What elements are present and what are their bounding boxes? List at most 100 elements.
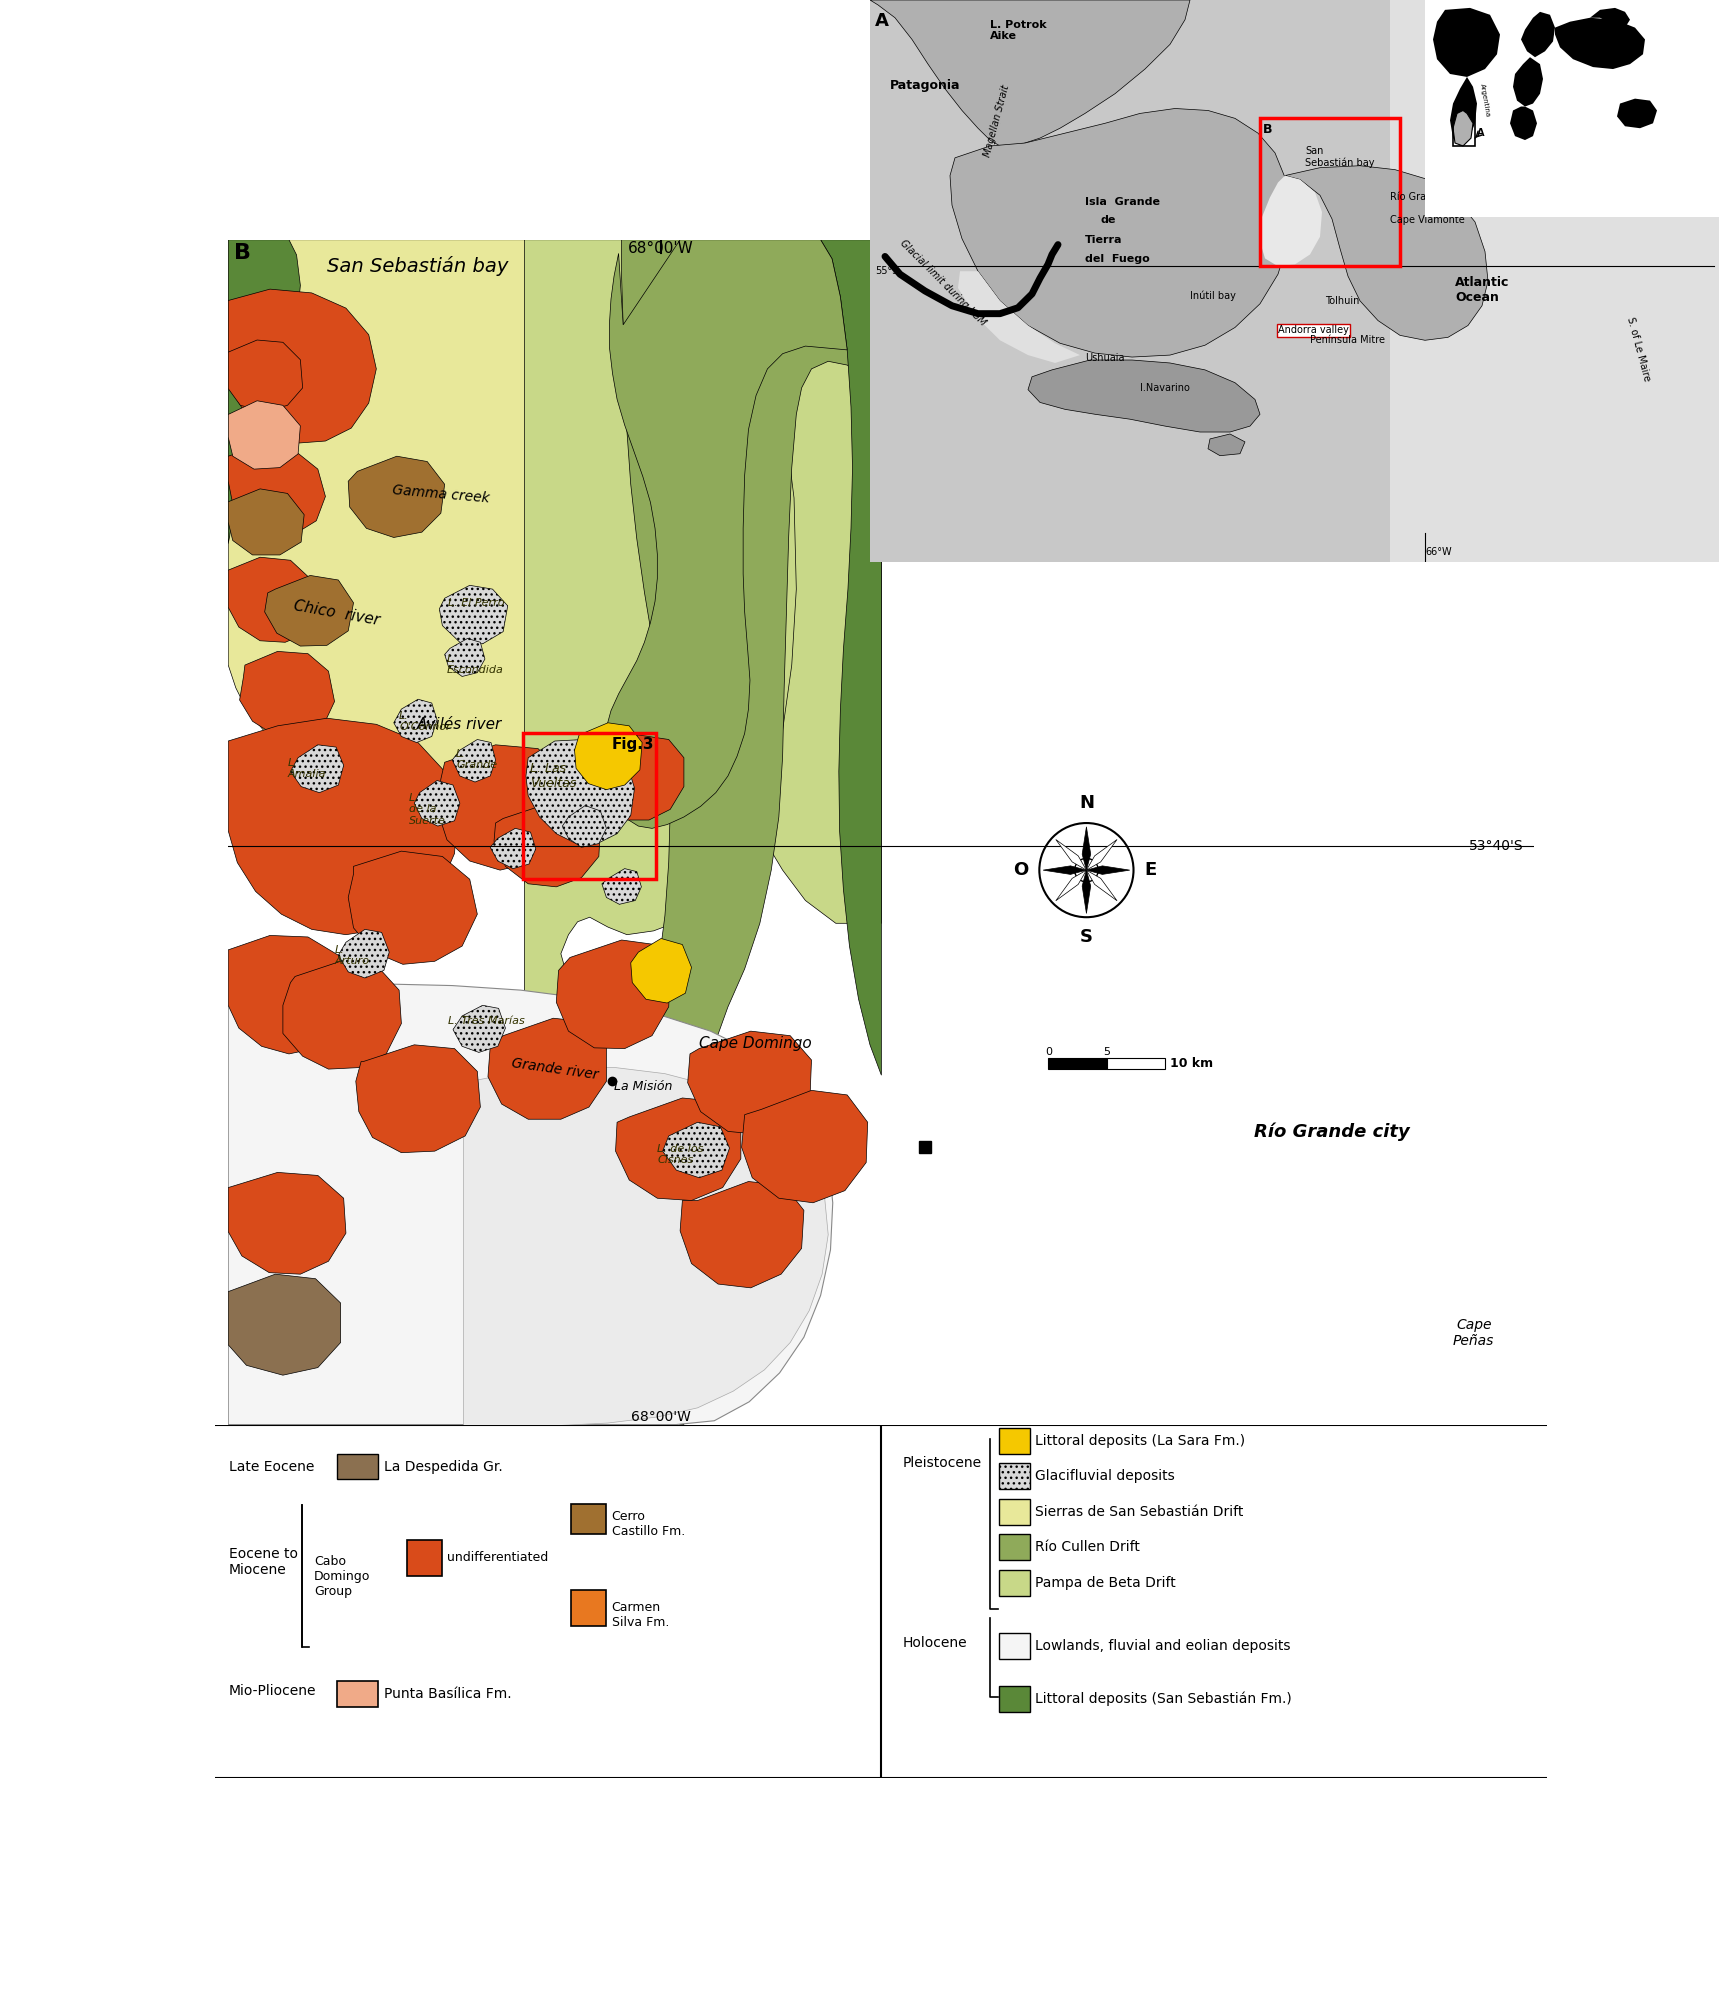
Polygon shape bbox=[464, 1067, 829, 1427]
Bar bbox=[1260, 118, 1399, 266]
Polygon shape bbox=[631, 939, 691, 1003]
Bar bbox=[999, 1429, 1030, 1455]
Polygon shape bbox=[1055, 871, 1086, 901]
Polygon shape bbox=[229, 240, 301, 543]
Polygon shape bbox=[1556, 18, 1645, 70]
Text: Carmen
Silva Fm.: Carmen Silva Fm. bbox=[612, 1600, 669, 1628]
Polygon shape bbox=[603, 240, 847, 829]
Text: 10 km: 10 km bbox=[1171, 1057, 1214, 1071]
Bar bbox=[407, 1540, 442, 1576]
Polygon shape bbox=[870, 0, 1190, 148]
Polygon shape bbox=[1260, 176, 1322, 266]
Bar bbox=[1556, 190, 1611, 198]
Polygon shape bbox=[688, 1031, 811, 1135]
Text: Cape Viamonte: Cape Viamonte bbox=[1391, 216, 1465, 226]
Polygon shape bbox=[239, 651, 335, 737]
Bar bbox=[571, 1504, 607, 1534]
Text: Littoral deposits (San Sebastián Fm.): Littoral deposits (San Sebastián Fm.) bbox=[1035, 1692, 1291, 1706]
Text: Cerro
Castillo Fm.: Cerro Castillo Fm. bbox=[612, 1510, 684, 1538]
Text: B: B bbox=[1263, 124, 1272, 136]
Text: Pampa de Beta Drift: Pampa de Beta Drift bbox=[1035, 1576, 1176, 1590]
Bar bbox=[999, 1463, 1030, 1489]
Polygon shape bbox=[229, 1275, 340, 1375]
Text: 0: 0 bbox=[1045, 1047, 1052, 1057]
Polygon shape bbox=[557, 939, 670, 1049]
Polygon shape bbox=[1590, 8, 1630, 28]
Polygon shape bbox=[1451, 78, 1477, 146]
Text: S: S bbox=[1080, 927, 1093, 945]
Text: L. Potrok
Aike: L. Potrok Aike bbox=[990, 20, 1047, 42]
Polygon shape bbox=[229, 446, 325, 533]
Polygon shape bbox=[951, 108, 1289, 358]
Bar bbox=[999, 1498, 1030, 1524]
Text: Isla  Grande: Isla Grande bbox=[1085, 198, 1160, 208]
Polygon shape bbox=[229, 1173, 346, 1275]
Text: San Sebastián bay: San Sebastián bay bbox=[327, 256, 509, 276]
Polygon shape bbox=[1083, 871, 1090, 913]
Polygon shape bbox=[1208, 434, 1245, 456]
Text: Atlantic
Ocean: Atlantic Ocean bbox=[1454, 276, 1509, 304]
Polygon shape bbox=[265, 575, 354, 645]
Polygon shape bbox=[615, 1099, 741, 1201]
Polygon shape bbox=[662, 1123, 729, 1177]
Bar bbox=[999, 1686, 1030, 1712]
Text: Eocene to
Miocene: Eocene to Miocene bbox=[229, 1546, 297, 1576]
Polygon shape bbox=[524, 240, 796, 1425]
Text: Gamma creek: Gamma creek bbox=[392, 484, 490, 505]
Text: L.
O'Connor: L. O'Connor bbox=[399, 711, 450, 731]
Text: Inútil bay: Inútil bay bbox=[1190, 292, 1236, 302]
Bar bbox=[999, 1632, 1030, 1658]
Polygon shape bbox=[445, 639, 485, 677]
Polygon shape bbox=[524, 240, 882, 923]
Text: San
Sebastián bay: San Sebastián bay bbox=[1305, 146, 1375, 168]
Polygon shape bbox=[349, 456, 445, 537]
Bar bbox=[523, 733, 657, 879]
Text: L.
Arturo: L. Arturo bbox=[335, 945, 370, 967]
Text: Late Eocene: Late Eocene bbox=[229, 1461, 315, 1475]
Text: L. El Perro: L. El Perro bbox=[449, 597, 505, 607]
Text: Península Mitre: Península Mitre bbox=[1310, 336, 1386, 346]
Text: E: E bbox=[1145, 861, 1157, 879]
Polygon shape bbox=[957, 272, 1080, 364]
Bar bbox=[1049, 1059, 1107, 1069]
Polygon shape bbox=[229, 402, 301, 470]
Polygon shape bbox=[1043, 865, 1086, 875]
Bar bbox=[999, 1570, 1030, 1596]
Polygon shape bbox=[1086, 839, 1117, 871]
Text: Pleistocene: Pleistocene bbox=[902, 1457, 982, 1471]
Text: de: de bbox=[1100, 216, 1116, 226]
Text: L. Tres Marías: L. Tres Marías bbox=[449, 1015, 526, 1025]
Text: Argentina: Argentina bbox=[1478, 82, 1490, 118]
Text: Punta Basílica Fm.: Punta Basílica Fm. bbox=[383, 1686, 512, 1700]
Text: A: A bbox=[875, 12, 889, 30]
Polygon shape bbox=[1509, 106, 1537, 140]
Polygon shape bbox=[791, 240, 882, 1075]
Text: Lowlands, fluvial and eolian deposits: Lowlands, fluvial and eolian deposits bbox=[1035, 1638, 1291, 1652]
Text: Tolhuin: Tolhuin bbox=[1325, 296, 1360, 306]
Polygon shape bbox=[1086, 865, 1129, 875]
Text: 5: 5 bbox=[1104, 1047, 1110, 1057]
Text: L.
Escondida: L. Escondida bbox=[447, 653, 504, 675]
Text: N: N bbox=[1080, 795, 1093, 813]
Bar bbox=[1107, 1059, 1165, 1069]
Polygon shape bbox=[1055, 839, 1086, 871]
Polygon shape bbox=[574, 723, 643, 789]
Polygon shape bbox=[349, 851, 478, 965]
Polygon shape bbox=[291, 745, 344, 793]
Polygon shape bbox=[1434, 8, 1501, 78]
Text: del  Fuego: del Fuego bbox=[1085, 254, 1150, 264]
Polygon shape bbox=[339, 929, 388, 977]
Polygon shape bbox=[1618, 98, 1657, 128]
Text: 55°S: 55°S bbox=[875, 266, 899, 276]
Polygon shape bbox=[1028, 360, 1260, 432]
Text: Cape Domingo: Cape Domingo bbox=[700, 1035, 811, 1051]
Polygon shape bbox=[590, 735, 684, 819]
Text: S. of Le Maire: S. of Le Maire bbox=[1624, 316, 1652, 382]
Text: Ushuaia: Ushuaia bbox=[1085, 354, 1124, 364]
Text: B: B bbox=[234, 244, 251, 264]
Bar bbox=[337, 1455, 378, 1479]
Text: L. de los
Cisnes: L. de los Cisnes bbox=[657, 1143, 703, 1165]
Bar bbox=[1501, 190, 1556, 198]
Text: 53°40'S: 53°40'S bbox=[1468, 839, 1523, 853]
Polygon shape bbox=[490, 829, 536, 869]
